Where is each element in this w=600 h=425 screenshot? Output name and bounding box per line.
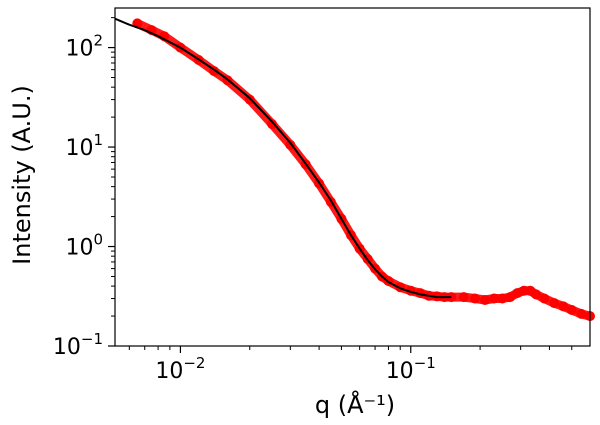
y-tick-label: 101 (65, 131, 103, 161)
data-point (566, 305, 577, 315)
y-axis-label: Intensity (A.U.) (8, 85, 36, 265)
y-tick-label: 10−1 (53, 330, 103, 360)
data-point (497, 293, 508, 304)
data-point (531, 289, 542, 300)
data-point (576, 308, 587, 319)
data-series-band (132, 18, 595, 321)
data-point (489, 293, 500, 304)
fit-line (114, 17, 452, 299)
data-point (539, 293, 550, 304)
y-tick-label: 102 (65, 32, 103, 62)
data-point (458, 292, 469, 303)
data-point (549, 298, 560, 309)
x-tick-label: 10−1 (386, 354, 436, 384)
data-point (480, 295, 490, 305)
x-axis-label: q (Å⁻¹) (315, 390, 395, 419)
data-point (558, 301, 569, 312)
data-layer (132, 18, 595, 322)
y-tick-label: 100 (65, 231, 103, 261)
tick-layer: 10−2 10−1 10−1 100 101 102 (53, 17, 573, 384)
data-point (470, 293, 480, 304)
x-tick-label: 10−2 (155, 354, 205, 384)
data-point (267, 119, 278, 130)
fit-layer (114, 17, 452, 299)
